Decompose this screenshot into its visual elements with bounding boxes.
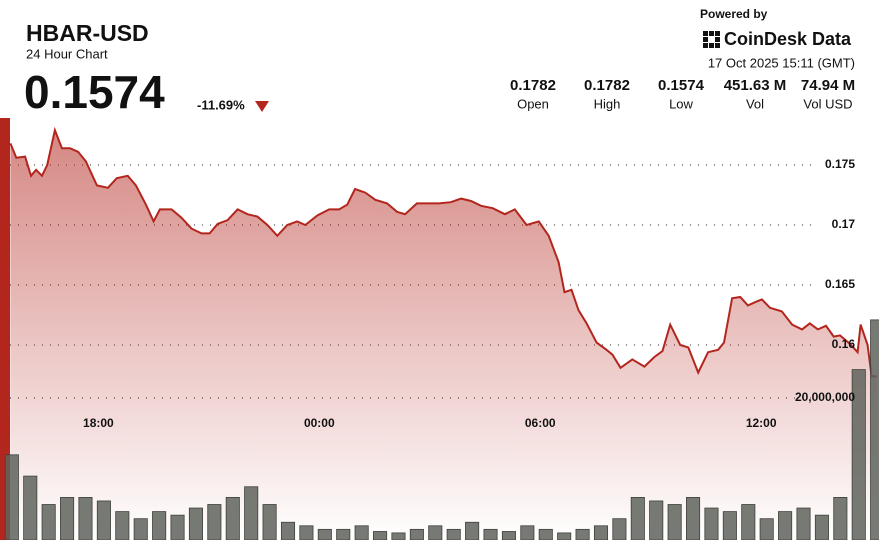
down-arrow bbox=[255, 101, 269, 112]
price: 0.1574 bbox=[24, 66, 165, 118]
volume-bar bbox=[667, 504, 682, 540]
price-line bbox=[9, 126, 877, 378]
stat-label: Vol bbox=[746, 96, 764, 111]
volume-bar bbox=[354, 525, 369, 540]
powered-by: Powered by bbox=[700, 7, 768, 21]
volume-bar bbox=[280, 521, 296, 540]
label-layer: 0.16 0.165 0.17 0.175 18:00 00:00 06:00 12:00 20… bbox=[83, 157, 855, 430]
volume-bar bbox=[483, 528, 498, 540]
y-tick-label: 0.165 bbox=[825, 277, 855, 291]
volume-bar bbox=[409, 528, 424, 540]
y-tick-label: 20,000,000 bbox=[795, 390, 855, 404]
volume-bar bbox=[465, 521, 480, 540]
volume-bar bbox=[133, 518, 148, 540]
x-tick-label: 00:00 bbox=[304, 416, 335, 430]
volume-bar bbox=[501, 531, 516, 540]
volume-bar bbox=[207, 504, 222, 540]
x-tick-label: 06:00 bbox=[525, 416, 556, 430]
price-change: -11.69% bbox=[197, 97, 245, 112]
volume-bar bbox=[336, 528, 351, 540]
timestamp: 17 Oct 2025 15:11 (GMT) bbox=[708, 55, 855, 70]
price-area bbox=[10, 130, 877, 540]
volume-bar bbox=[593, 525, 609, 540]
plot-area: 0.16 0.165 0.17 0.175 18:00 00:00 06:00 12:00 20… bbox=[4, 126, 879, 540]
logo-icon bbox=[703, 31, 720, 48]
volume-bar bbox=[244, 486, 259, 540]
volume-bar bbox=[78, 496, 93, 540]
stat-label: Open bbox=[517, 96, 549, 111]
stat-value: 0.1574 bbox=[658, 77, 705, 94]
volume-bar bbox=[557, 532, 572, 540]
y-tick-label: 0.16 bbox=[832, 337, 856, 351]
volume-bar bbox=[722, 511, 737, 540]
volume-bar bbox=[23, 475, 38, 540]
volume-bar bbox=[96, 500, 111, 540]
logo-text: CoinDesk Data bbox=[724, 29, 852, 49]
volume-bar bbox=[833, 496, 848, 540]
volume-bar bbox=[115, 511, 130, 540]
stats: 0.1782 Open 0.1782 High 0.1574 Low 451.63 M Vol… bbox=[510, 77, 855, 111]
volume-bar bbox=[741, 504, 756, 540]
stat-label: Vol USD bbox=[803, 96, 852, 111]
volume-bar bbox=[225, 496, 240, 540]
volume-bar bbox=[759, 518, 774, 540]
volume-bar bbox=[4, 454, 19, 540]
volume-bar bbox=[796, 507, 811, 540]
volume-bar bbox=[373, 531, 388, 540]
volume-bar bbox=[612, 518, 627, 540]
volume-bar bbox=[446, 528, 461, 540]
volume-bar bbox=[188, 507, 203, 540]
volume-bar bbox=[778, 511, 793, 540]
volume-bar bbox=[870, 319, 879, 540]
stat-value: 74.94 M bbox=[801, 77, 855, 94]
volume-bar bbox=[538, 528, 553, 540]
volume-bar bbox=[170, 514, 185, 540]
volume-bar bbox=[630, 496, 645, 540]
left-accent bbox=[0, 118, 10, 540]
y-tick-label: 0.175 bbox=[825, 157, 855, 171]
volume-bar bbox=[520, 525, 535, 540]
symbol: HBAR-USD bbox=[26, 20, 149, 46]
volume-bar bbox=[686, 496, 701, 540]
volume-bar bbox=[60, 496, 75, 540]
volume-bar bbox=[41, 504, 56, 540]
volume-bar bbox=[317, 528, 332, 540]
stat-value: 451.63 M bbox=[724, 77, 787, 94]
stat-value: 0.1782 bbox=[584, 77, 630, 94]
volume-bar bbox=[649, 500, 664, 540]
volume-bar bbox=[299, 525, 314, 540]
volume-bar bbox=[704, 507, 719, 540]
stat-label: High bbox=[594, 96, 621, 111]
x-tick-label: 12:00 bbox=[746, 416, 777, 430]
y-tick-label: 0.17 bbox=[832, 217, 856, 231]
stat-value: 0.1782 bbox=[510, 77, 556, 94]
stat-label: Low bbox=[669, 96, 693, 111]
x-tick-label: 18:00 bbox=[83, 416, 114, 430]
volume-bar bbox=[814, 514, 829, 540]
subtitle: 24 Hour Chart bbox=[26, 46, 108, 61]
volume-bar bbox=[262, 504, 277, 540]
mark-layer bbox=[4, 126, 879, 540]
volume-bar bbox=[575, 528, 590, 540]
volume-bar bbox=[152, 511, 167, 540]
volume-bar bbox=[391, 532, 406, 540]
volume-bar bbox=[428, 525, 443, 540]
